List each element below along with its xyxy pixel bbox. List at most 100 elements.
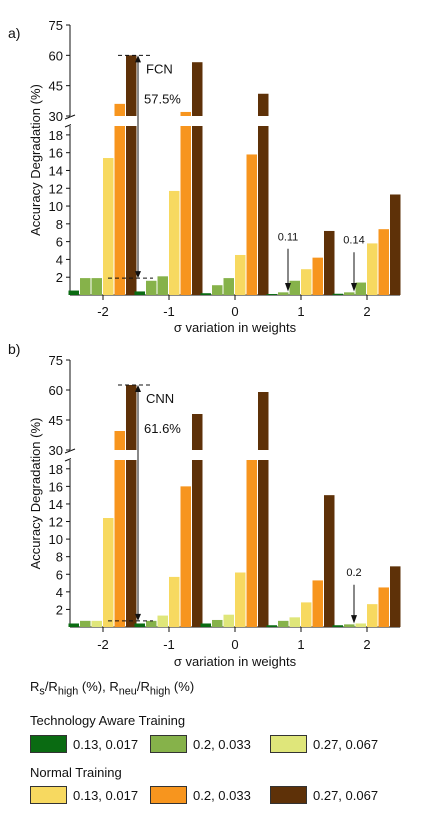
y-tick-label: 6 — [56, 235, 63, 250]
y-tick-label: 45 — [49, 413, 63, 428]
x-tick-label: -1 — [163, 637, 175, 652]
axis-break-mark — [64, 114, 76, 120]
y-tick-label: 16 — [49, 479, 63, 494]
legend-swatch-nt3 — [270, 786, 307, 804]
x-tick-label: 1 — [297, 304, 304, 319]
bar — [246, 460, 257, 627]
y-tick-label: 10 — [49, 532, 63, 547]
bar — [223, 278, 234, 295]
bar — [235, 254, 246, 295]
bar — [146, 280, 157, 295]
legend-group1-label: Technology Aware Training — [30, 712, 186, 728]
legend-swatch-taw2 — [150, 735, 187, 753]
bar — [126, 460, 137, 627]
y-tick-label: 12 — [49, 515, 63, 530]
small-value-annotation: 0.14 — [343, 234, 364, 246]
bar — [312, 580, 323, 627]
legend-swatch-taw1 — [30, 735, 67, 753]
legend-item-nt2: 0.2, 0.033 — [150, 786, 251, 804]
y-tick-label: 8 — [56, 217, 63, 232]
bar — [390, 566, 401, 627]
bar — [355, 282, 366, 295]
bar — [91, 620, 102, 627]
axis-break-mark — [64, 448, 76, 454]
bar — [266, 625, 277, 627]
y-tick-label: 30 — [49, 109, 63, 124]
bar — [180, 111, 191, 116]
bar — [367, 243, 378, 295]
bar — [324, 495, 335, 627]
bar — [246, 154, 257, 295]
x-tick-label: 0 — [231, 304, 238, 319]
bar — [332, 625, 343, 627]
legend-label-taw1: 0.13, 0.017 — [73, 736, 139, 752]
y-axis-label: Accuracy Degradation (%) — [28, 418, 43, 570]
arrow-head — [135, 271, 141, 279]
x-tick-label: -1 — [163, 304, 175, 319]
bar — [91, 278, 102, 295]
y-tick-label: 10 — [49, 199, 63, 214]
model-annotation: CNN — [146, 391, 174, 406]
bar — [134, 291, 145, 295]
legend-item-nt3: 0.27, 0.067 — [270, 786, 378, 804]
bar — [266, 294, 277, 295]
y-tick-label: 18 — [49, 128, 63, 143]
x-tick-label: -2 — [97, 304, 109, 319]
legend-item-taw3: 0.27, 0.067 — [270, 735, 378, 753]
x-axis-label: σ variation in weights — [174, 654, 297, 669]
bar — [180, 486, 191, 627]
bar — [68, 290, 79, 295]
legend-group2-row: 0.13, 0.017 0.2, 0.033 0.27, 0.067 — [30, 785, 425, 805]
legend-item-taw2: 0.2, 0.033 — [150, 735, 251, 753]
bar — [258, 126, 269, 295]
bar — [114, 126, 125, 295]
bar — [134, 623, 145, 627]
legend-swatch-nt2 — [150, 786, 187, 804]
axis-break-gap — [71, 451, 401, 459]
y-axis-label: Accuracy Degradation (%) — [28, 84, 43, 236]
bar — [344, 292, 355, 295]
y-tick-label: 60 — [49, 383, 63, 398]
bar — [301, 602, 312, 627]
arrow-head — [135, 613, 141, 621]
small-arrow-head — [285, 282, 291, 292]
legend-label-taw2: 0.2, 0.033 — [193, 736, 251, 752]
x-tick-label: -2 — [97, 637, 109, 652]
bar — [114, 103, 125, 116]
arrow-head — [135, 55, 141, 63]
bar — [169, 190, 180, 295]
legend-title-text: Rs/Rhigh (%), Rneu/Rhigh (%) — [30, 678, 195, 698]
y-tick-label: 60 — [49, 48, 63, 63]
bar — [192, 460, 203, 627]
y-tick-label: 45 — [49, 79, 63, 94]
legend-item-taw1: 0.13, 0.017 — [30, 735, 138, 753]
y-tick-label: 16 — [49, 146, 63, 161]
small-value-annotation: 0.11 — [278, 232, 299, 244]
y-tick-label: 14 — [49, 497, 63, 512]
legend-label-taw3: 0.27, 0.067 — [313, 736, 379, 752]
bar — [332, 293, 343, 295]
bar — [278, 292, 289, 295]
bar — [378, 229, 389, 295]
bar — [80, 278, 91, 295]
x-tick-label: 1 — [297, 637, 304, 652]
y-tick-label: 14 — [49, 163, 63, 178]
legend-group2-label: Normal Training — [30, 764, 122, 780]
y-tick-label: 12 — [49, 181, 63, 196]
small-arrow-head — [351, 282, 357, 292]
bar — [157, 615, 168, 627]
y-tick-label: 4 — [56, 252, 63, 267]
bar — [169, 576, 180, 627]
axis-break-gap — [71, 117, 401, 125]
bar — [126, 55, 137, 116]
bar — [258, 460, 269, 627]
x-tick-label: 2 — [363, 637, 370, 652]
legend-swatch-taw3 — [270, 735, 307, 753]
bar — [200, 293, 211, 295]
legend-item-nt1: 0.13, 0.017 — [30, 786, 138, 804]
y-tick-label: 75 — [49, 353, 63, 368]
bar — [312, 257, 323, 295]
bar — [146, 620, 157, 627]
